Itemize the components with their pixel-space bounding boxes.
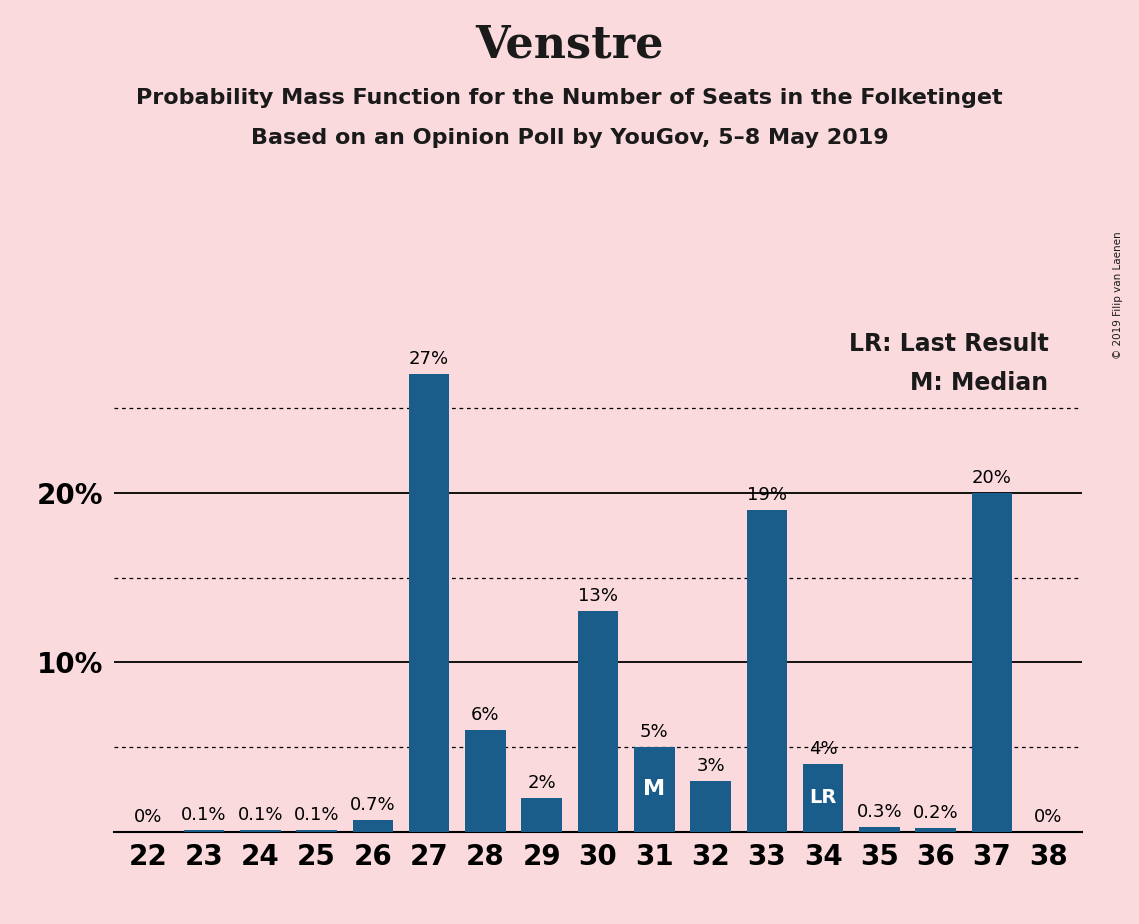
Bar: [916, 828, 956, 832]
Bar: [465, 730, 506, 832]
Bar: [240, 830, 280, 832]
Text: 2%: 2%: [527, 773, 556, 792]
Bar: [522, 797, 562, 832]
Text: 0%: 0%: [1034, 808, 1063, 826]
Text: LR: LR: [810, 788, 837, 808]
Text: 0.1%: 0.1%: [181, 806, 227, 824]
Bar: [690, 781, 731, 832]
Text: 0.2%: 0.2%: [912, 804, 959, 822]
Bar: [577, 612, 618, 832]
Text: © 2019 Filip van Laenen: © 2019 Filip van Laenen: [1114, 231, 1123, 359]
Bar: [296, 830, 337, 832]
Text: 19%: 19%: [747, 486, 787, 504]
Text: 4%: 4%: [809, 740, 837, 758]
Text: Venstre: Venstre: [475, 23, 664, 67]
Text: 0.1%: 0.1%: [238, 806, 282, 824]
Text: M: M: [644, 779, 665, 799]
Text: 6%: 6%: [472, 706, 500, 724]
Bar: [803, 764, 843, 832]
Text: M: Median: M: Median: [910, 371, 1048, 395]
Text: LR: Last Result: LR: Last Result: [849, 332, 1048, 356]
Text: Based on an Opinion Poll by YouGov, 5–8 May 2019: Based on an Opinion Poll by YouGov, 5–8 …: [251, 128, 888, 148]
Text: 20%: 20%: [972, 468, 1011, 487]
Text: 27%: 27%: [409, 350, 449, 369]
Text: 0.7%: 0.7%: [350, 796, 395, 814]
Bar: [859, 826, 900, 832]
Bar: [183, 830, 224, 832]
Text: 3%: 3%: [696, 757, 724, 775]
Bar: [746, 510, 787, 832]
Bar: [409, 374, 450, 832]
Text: Probability Mass Function for the Number of Seats in the Folketinget: Probability Mass Function for the Number…: [137, 88, 1002, 108]
Text: 0.1%: 0.1%: [294, 806, 339, 824]
Bar: [353, 820, 393, 832]
Text: 0%: 0%: [133, 808, 162, 826]
Bar: [972, 492, 1013, 832]
Text: 0.3%: 0.3%: [857, 803, 902, 821]
Text: 13%: 13%: [577, 588, 618, 605]
Bar: [634, 747, 674, 832]
Text: 5%: 5%: [640, 723, 669, 741]
